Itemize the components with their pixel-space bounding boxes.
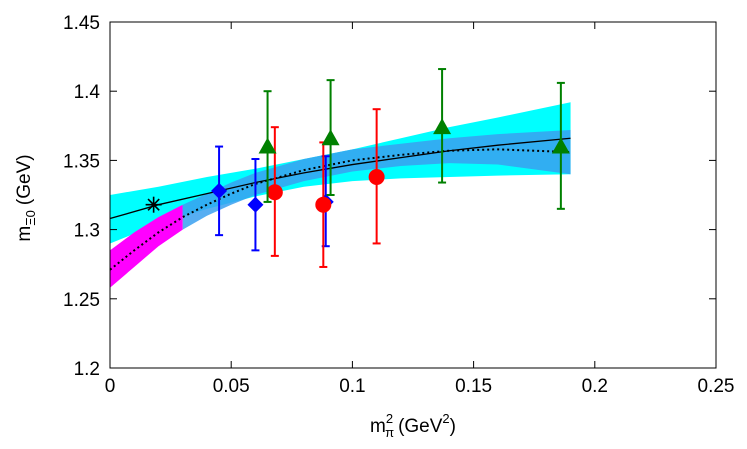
x-tick-label: 0.2 [582,376,608,397]
y-tick-label: 1.2 [74,359,100,380]
x-tick-label: 0.25 [698,376,735,397]
data-points [145,68,570,268]
x-axis-label-unit: (GeV [398,416,443,437]
y-axis-label-base: m [14,226,35,242]
y-tick-label: 1.3 [74,221,100,242]
plot-frame [109,21,717,369]
data-point-triangle [321,129,340,146]
x-axis-label-unit-close: ) [450,416,456,437]
data-point-circle [315,196,332,213]
x-axis-label-sup: 2 [386,411,393,426]
x-axis-label-unit-sup: 2 [442,411,449,426]
data-point-triangle [551,137,570,154]
axes: 0 0.05 0.1 0.15 0.2 0.25 1.2 1.25 1.3 1.35 1.4 1.45 [63,13,734,397]
data-point-triangle [433,118,452,135]
data-point-circle [368,169,385,186]
y-tick-label: 1.35 [63,151,100,172]
data-point-triangle [258,137,277,154]
y-axis-label-sub: Ξ0 [23,210,38,226]
fit-band-magenta [110,204,183,288]
y-tick-label: 1.25 [63,290,100,311]
fit-curve-solid [109,137,571,220]
fit-curve-dotted [109,148,571,271]
x-tick-label: 0.1 [339,376,365,397]
x-tick-label: 0.15 [455,376,492,397]
y-axis-label: mΞ0 (GeV) [14,154,38,241]
fit-bands [110,102,571,288]
data-point-circle [266,184,283,201]
data-point-diamond [211,182,228,199]
x-tick-label: 0 [105,376,116,397]
x-tick-label: 0.05 [213,376,250,397]
x-axis-label: m2 π (GeV2) [370,411,456,440]
y-axis-label-unit: (GeV) [14,154,35,205]
y-tick-label: 1.45 [63,13,100,34]
x-axis-label-sub: π [385,425,394,440]
fit-curves [109,137,571,271]
x-axis-label-base: m [370,416,386,437]
y-tick-label: 1.4 [74,82,101,103]
data-point-diamond [247,196,264,213]
fit-band-blue [182,129,571,230]
